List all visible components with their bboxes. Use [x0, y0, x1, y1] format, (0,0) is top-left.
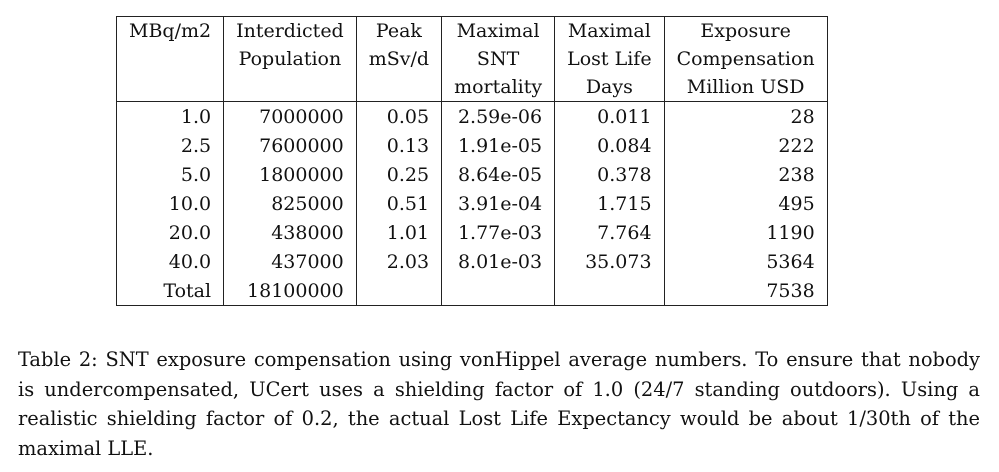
table-cell: 2.5: [115, 131, 224, 160]
table-cell: 8.01e-03: [441, 247, 555, 276]
table-cell: 1800000: [223, 160, 357, 189]
table-cell: 40.0: [115, 247, 224, 276]
table-cell: [554, 276, 665, 306]
table-cell: 7000000: [223, 101, 357, 131]
table-cell: 0.13: [355, 131, 442, 160]
table-cell: 222: [663, 131, 828, 160]
table-cell: [355, 276, 442, 306]
header-cell: [223, 73, 357, 102]
table-cell: 5.0: [115, 160, 224, 189]
header-cell: Lost Life: [554, 45, 665, 73]
table-cell: 7600000: [223, 131, 357, 160]
header-cell: [355, 73, 442, 102]
table-cell: 1190: [663, 218, 828, 247]
header-cell: [115, 73, 224, 102]
table-cell: 2.59e-06: [441, 101, 555, 131]
compensation-table: MBq/m2 Interdicted Peak Maximal Maximal …: [115, 16, 828, 306]
table-cell: 18100000: [223, 276, 357, 306]
table-row: 2.5 7600000 0.13 1.91e-05 0.084 222: [115, 131, 828, 160]
table-cell: 825000: [223, 189, 357, 218]
header-cell: Interdicted: [223, 16, 357, 45]
table-row: 10.0 825000 0.51 3.91e-04 1.715 495: [115, 189, 828, 218]
header-cell: Exposure: [663, 16, 828, 45]
header-cell: mSv/d: [355, 45, 442, 73]
total-row: Total 18100000 7538: [115, 276, 828, 306]
table-cell: 1.715: [554, 189, 665, 218]
table-cell: 35.073: [554, 247, 665, 276]
table-cell: 438000: [223, 218, 357, 247]
table-cell: 7.764: [554, 218, 665, 247]
header-row: mortality Days Million USD: [115, 73, 828, 102]
header-cell: Maximal: [441, 16, 555, 45]
table-cell: 1.0: [115, 101, 224, 131]
table-row: 40.0 437000 2.03 8.01e-03 35.073 5364: [115, 247, 828, 276]
table-cell: 2.03: [355, 247, 442, 276]
header-cell: Compensation: [663, 45, 828, 73]
table-body: 1.0 7000000 0.05 2.59e-06 0.011 28 2.5 7…: [115, 101, 828, 306]
table-cell: 10.0: [115, 189, 224, 218]
header-cell: [115, 45, 224, 73]
table-row: 5.0 1800000 0.25 8.64e-05 0.378 238: [115, 160, 828, 189]
table-cell: 0.378: [554, 160, 665, 189]
header-cell: SNT: [441, 45, 555, 73]
header-cell: mortality: [441, 73, 555, 102]
header-row: MBq/m2 Interdicted Peak Maximal Maximal …: [115, 16, 828, 45]
table-header: MBq/m2 Interdicted Peak Maximal Maximal …: [115, 16, 828, 102]
table-row: 1.0 7000000 0.05 2.59e-06 0.011 28: [115, 101, 828, 131]
header-cell: Days: [554, 73, 665, 102]
header-cell: Million USD: [663, 73, 828, 102]
table-cell: 0.011: [554, 101, 665, 131]
table-cell: [441, 276, 555, 306]
table-caption: Table 2: SNT exposure compensation using…: [18, 348, 980, 460]
table-cell: 5364: [663, 247, 828, 276]
table-cell: 495: [663, 189, 828, 218]
table-cell: 20.0: [115, 218, 224, 247]
table-row: 20.0 438000 1.01 1.77e-03 7.764 1190: [115, 218, 828, 247]
table-cell: 1.01: [355, 218, 442, 247]
table-cell: 0.25: [355, 160, 442, 189]
header-cell: Population: [223, 45, 357, 73]
header-cell: Peak: [355, 16, 442, 45]
header-row: Population mSv/d SNT Lost Life Compensat…: [115, 45, 828, 73]
table-cell: 28: [663, 101, 828, 131]
table-cell: Total: [115, 276, 224, 306]
table-cell: 437000: [223, 247, 357, 276]
table-cell: 238: [663, 160, 828, 189]
header-cell: MBq/m2: [115, 16, 224, 45]
table-cell: 0.05: [355, 101, 442, 131]
table-cell: 8.64e-05: [441, 160, 555, 189]
table-cell: 0.51: [355, 189, 442, 218]
table-cell: 3.91e-04: [441, 189, 555, 218]
header-cell: Maximal: [554, 16, 665, 45]
table-cell: 0.084: [554, 131, 665, 160]
table-cell: 7538: [663, 276, 828, 306]
table-cell: 1.91e-05: [441, 131, 555, 160]
table-cell: 1.77e-03: [441, 218, 555, 247]
